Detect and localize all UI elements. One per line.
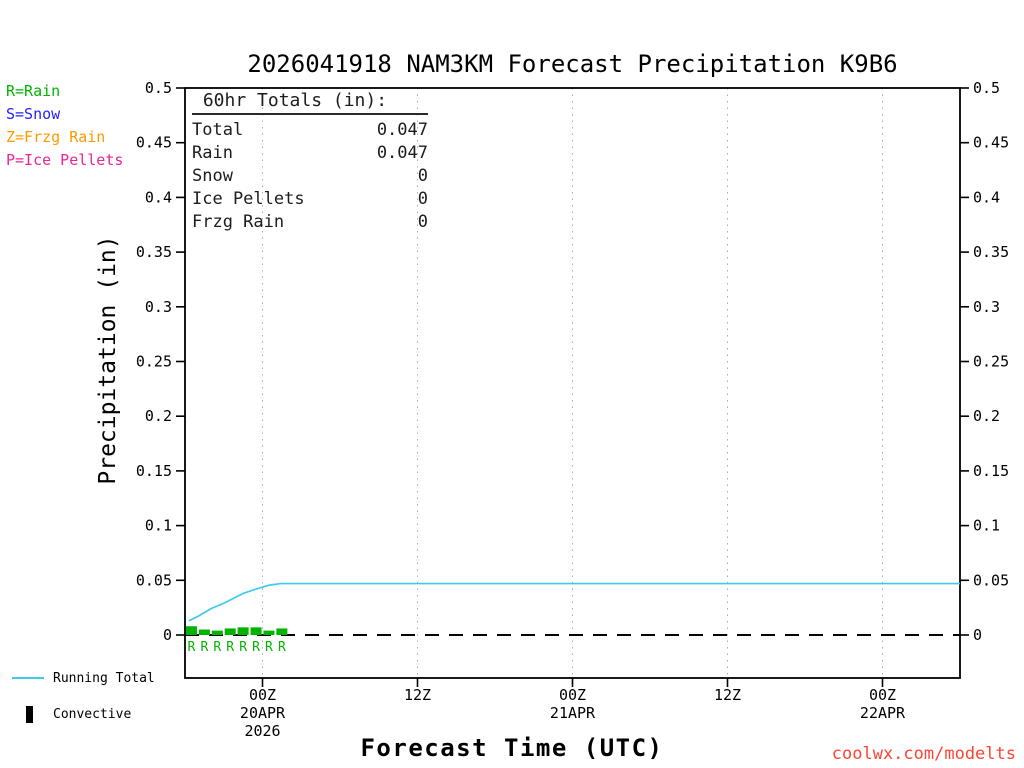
totals-row-label: Frzg Rain <box>192 212 285 232</box>
legend-convective: Convective <box>12 704 155 724</box>
y-tick-label-right: 0 <box>973 626 982 644</box>
x-tick-date: 21APR <box>550 704 596 722</box>
x-tick-year: 2026 <box>244 722 280 740</box>
y-tick-label-right: 0.15 <box>973 462 1009 480</box>
rain-bar <box>276 628 288 635</box>
y-tick-label-left: 0.2 <box>145 407 172 425</box>
totals-rows: Total 0.047 Rain 0.047 Snow 0 Ice Pellets 0 Frzg… <box>192 119 428 234</box>
y-tick-label-right: 0.45 <box>973 134 1009 152</box>
precip-type-marker: R <box>226 640 234 655</box>
y-tick-label-left: 0 <box>163 626 172 644</box>
y-tick-label-left: 0.35 <box>136 243 172 261</box>
totals-heading: 60hr Totals (in): <box>192 90 428 115</box>
totals-row-label: Rain <box>192 143 233 163</box>
x-axis-label: Forecast Time (UTC) <box>360 734 664 762</box>
running-total-line-swatch <box>12 677 44 679</box>
legend-label-convective: Convective <box>53 706 132 722</box>
watermark-link[interactable]: coolwx.com/modelts <box>831 744 1016 764</box>
totals-row: Frzg Rain 0 <box>192 211 428 234</box>
y-tick-label-right: 0.05 <box>973 571 1009 589</box>
y-tick-label-right: 0.2 <box>973 407 1000 425</box>
rain-bar <box>237 627 249 635</box>
totals-row: Ice Pellets 0 <box>192 188 428 211</box>
precip-type-marker: R <box>278 640 286 655</box>
precip-type-marker: R <box>188 640 196 655</box>
y-tick-label-right: 0.5 <box>973 79 1000 97</box>
x-tick-date: 20APR <box>240 704 286 722</box>
y-tick-label-right: 0.1 <box>973 517 1000 535</box>
rain-bar <box>211 630 223 635</box>
legend-running-total: Running Total <box>12 668 155 688</box>
y-tick-label-left: 0.15 <box>136 462 172 480</box>
y-tick-label-left: 0.25 <box>136 353 172 371</box>
chart-title: 2026041918 NAM3KM Forecast Precipitation… <box>247 50 898 78</box>
totals-row-value: 0.047 <box>376 143 428 163</box>
x-tick-label: 12Z <box>714 686 741 704</box>
series-legend: Running Total Convective <box>12 668 155 740</box>
totals-row: Total 0.047 <box>192 119 428 142</box>
y-axis-label: Precipitation (in) <box>95 235 121 485</box>
precip-type-marker: R <box>239 640 247 655</box>
x-tick-label: 00Z <box>869 686 896 704</box>
totals-row-value: 0 <box>417 189 428 209</box>
y-tick-label-left: 0.3 <box>145 298 172 316</box>
totals-row-value: 0.047 <box>376 120 428 140</box>
y-tick-label-right: 0.4 <box>973 188 1000 206</box>
convective-bar-swatch <box>26 705 33 723</box>
precip-type-marker: R <box>252 640 260 655</box>
y-tick-label-left: 0.45 <box>136 134 172 152</box>
y-tick-label-left: 0.05 <box>136 571 172 589</box>
precip-type-marker: R <box>213 640 221 655</box>
totals-row-label: Total <box>192 120 244 140</box>
y-tick-label-right: 0.3 <box>973 298 1000 316</box>
y-tick-label-right: 0.35 <box>973 243 1009 261</box>
precip-type-legend: R=Rain S=Snow Z=Frzg Rain P=Ice Pellets <box>6 80 123 172</box>
x-tick-label: 00Z <box>249 686 276 704</box>
rain-bar <box>198 629 210 635</box>
precip-type-marker: R <box>265 640 273 655</box>
totals-row: Rain 0.047 <box>192 142 428 165</box>
y-tick-label-right: 0.25 <box>973 353 1009 371</box>
totals-box: 60hr Totals (in): Total 0.047 Rain 0.047 Sno… <box>192 90 428 234</box>
legend-item-p: P=Ice Pellets <box>6 151 124 169</box>
legend-label-running-total: Running Total <box>53 670 155 686</box>
y-tick-label-left: 0.4 <box>145 188 172 206</box>
totals-row-value: 0 <box>417 166 428 186</box>
totals-row-value: 0 <box>417 212 428 232</box>
x-tick-label: 00Z <box>559 686 586 704</box>
y-tick-label-left: 0.5 <box>145 79 172 97</box>
x-tick-label: 12Z <box>404 686 431 704</box>
running-total-line <box>188 582 960 622</box>
totals-row: Snow 0 <box>192 165 428 188</box>
totals-row-label: Snow <box>192 166 233 186</box>
rain-bar <box>263 630 275 635</box>
x-tick-date: 22APR <box>860 704 906 722</box>
legend-item-s: S=Snow <box>6 105 61 123</box>
y-tick-label-left: 0.1 <box>145 517 172 535</box>
precip-type-marker: R <box>200 640 208 655</box>
rain-bar <box>250 627 262 635</box>
totals-row-label: Ice Pellets <box>192 189 305 209</box>
rain-bar <box>185 626 197 635</box>
legend-item-r: R=Rain <box>6 82 61 100</box>
rain-bar <box>224 628 236 635</box>
legend-item-z: Z=Frzg Rain <box>6 128 106 146</box>
